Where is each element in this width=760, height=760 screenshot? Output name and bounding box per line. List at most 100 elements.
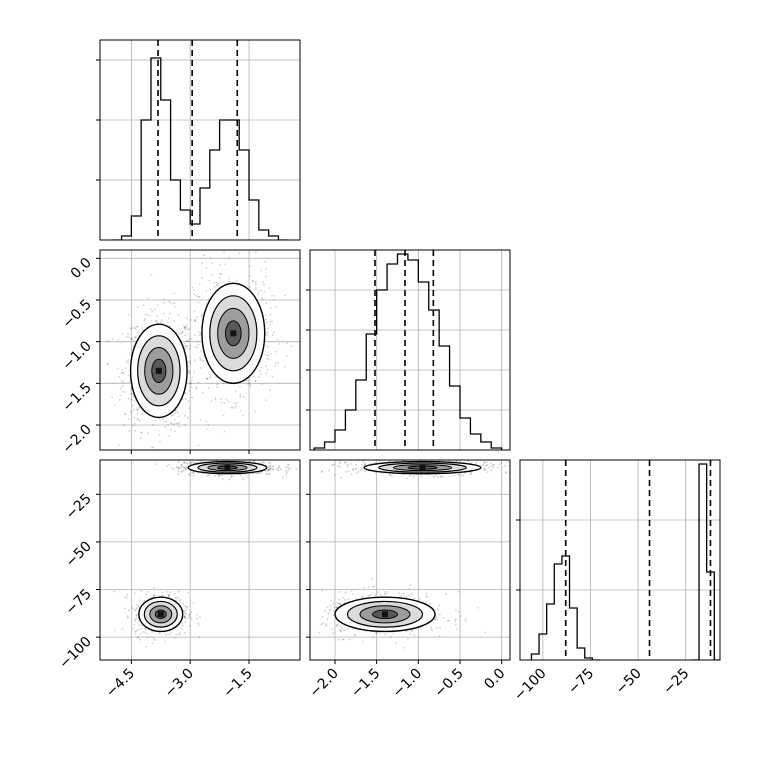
sample-point (339, 462, 342, 464)
sample-point (297, 615, 299, 617)
sample-point (403, 457, 405, 459)
sample-point (107, 340, 110, 343)
sample-point (194, 359, 196, 361)
sample-point (344, 591, 347, 594)
sample-point (361, 596, 363, 598)
sample-point (274, 365, 277, 367)
sample-point (260, 269, 262, 271)
sample-point (138, 419, 141, 422)
sample-point (189, 362, 192, 365)
sample-point (143, 599, 146, 602)
sample-point (138, 407, 141, 409)
sample-point (277, 361, 279, 364)
sample-point (451, 475, 453, 478)
y-tick-label: −1.5 (59, 380, 94, 415)
sample-point (439, 613, 441, 616)
sample-point (350, 590, 353, 593)
sample-point (272, 331, 275, 334)
sample-point (213, 281, 216, 284)
sample-point (352, 468, 355, 470)
sample-point (235, 390, 237, 393)
sample-point (177, 467, 180, 470)
sample-point (378, 460, 381, 462)
sample-point (128, 313, 131, 316)
sample-point (189, 381, 192, 384)
sample-point (124, 412, 127, 415)
sample-point (454, 623, 457, 626)
sample-point (360, 467, 363, 469)
sample-point (135, 617, 138, 620)
sample-point (248, 265, 251, 268)
sample-point (137, 306, 140, 309)
sample-point (493, 464, 495, 466)
sample-point (271, 375, 274, 378)
sample-point (170, 631, 173, 634)
sample-point (132, 627, 134, 630)
sample-point (194, 334, 197, 337)
sample-point (201, 473, 204, 475)
sample-point (218, 474, 221, 477)
sample-point (185, 468, 187, 471)
sample-point (266, 357, 268, 360)
sample-point (406, 477, 409, 480)
histogram-bars-z (530, 463, 720, 660)
sample-point (188, 371, 190, 374)
sample-point (197, 295, 200, 298)
sample-point (220, 273, 223, 275)
sample-point (149, 635, 152, 638)
sample-point (195, 316, 198, 319)
sample-point (333, 474, 336, 476)
z-tick-label: −25 (63, 491, 95, 523)
sample-point (266, 369, 269, 371)
sample-point (180, 463, 183, 466)
sample-point (295, 623, 297, 625)
sample-point (406, 637, 409, 640)
sample-point (159, 632, 162, 634)
hist-frame-y (309, 249, 511, 451)
sample-point (127, 616, 129, 619)
sample-point (186, 462, 189, 465)
sample-point (154, 419, 157, 422)
sample-point (106, 363, 109, 365)
sample-point (161, 595, 164, 597)
sample-point (175, 422, 178, 425)
sample-point (124, 413, 127, 416)
sample-point (481, 464, 483, 467)
sample-point (266, 334, 269, 336)
sample-point (167, 595, 170, 598)
sample-point (390, 635, 392, 638)
sample-point (340, 630, 342, 632)
sample-point (146, 313, 149, 316)
sample-point (166, 465, 169, 468)
sample-point (127, 397, 130, 400)
sample-point (267, 468, 270, 471)
sample-point (188, 614, 191, 617)
sample-point (287, 469, 290, 471)
sample-point (117, 338, 120, 341)
sample-point (161, 591, 164, 594)
density-y-z (295, 457, 510, 649)
sample-point (337, 465, 339, 467)
sample-point (456, 628, 459, 630)
sample-point (136, 325, 138, 328)
sample-point (147, 432, 150, 434)
sample-point (205, 420, 208, 423)
sample-point (131, 393, 134, 395)
sample-point (130, 392, 133, 395)
sample-point (483, 467, 486, 470)
sample-point (242, 478, 244, 481)
sample-point (124, 607, 126, 610)
sample-point (146, 297, 149, 299)
sample-point (165, 590, 168, 593)
sample-point (308, 471, 310, 473)
sample-point (184, 414, 186, 417)
sample-point (137, 418, 140, 421)
sample-point (151, 446, 153, 449)
sample-point (490, 469, 492, 472)
sample-point (187, 473, 190, 476)
sample-point (261, 461, 264, 463)
sample-point (206, 428, 208, 430)
sample-point (263, 461, 265, 464)
sample-point (186, 345, 189, 347)
sample-point (170, 414, 173, 417)
